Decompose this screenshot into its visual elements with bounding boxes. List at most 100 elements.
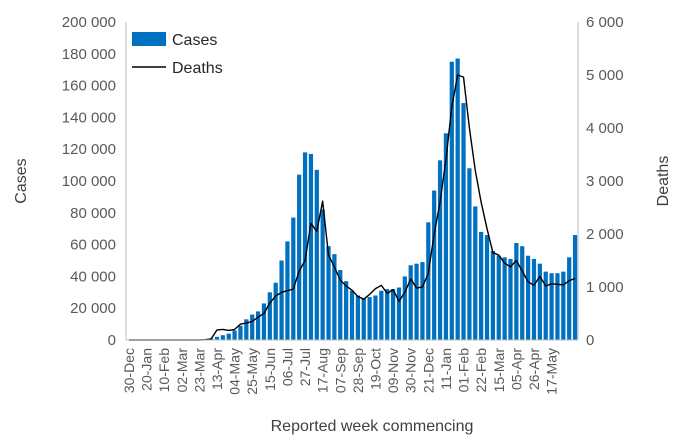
y2-tick-label: 4 000 bbox=[586, 120, 624, 137]
x-tick-label: 19-Oct bbox=[367, 348, 383, 390]
x-tick-label: 10-Feb bbox=[156, 348, 172, 393]
bar-cases bbox=[502, 257, 507, 340]
bar-cases bbox=[367, 297, 372, 340]
axes bbox=[125, 22, 579, 341]
bar-cases bbox=[520, 246, 525, 340]
x-tick-label: 20-Jan bbox=[139, 348, 155, 391]
x-tick-label: 26-Apr bbox=[526, 348, 542, 390]
bar-cases bbox=[344, 281, 349, 340]
y-tick-label: 0 bbox=[108, 332, 116, 349]
x-tick-label: 30-Nov bbox=[403, 348, 419, 393]
y2-axis-title-text: Deaths bbox=[655, 156, 672, 207]
x-tick-label: 28-Sep bbox=[350, 348, 366, 393]
bar-cases bbox=[490, 250, 495, 340]
x-tick-label: 17-May bbox=[544, 348, 560, 395]
y-tick-label: 20 000 bbox=[70, 300, 116, 317]
bar-cases bbox=[479, 231, 484, 340]
y2-tick-label: 5 000 bbox=[586, 67, 624, 84]
bar-cases bbox=[297, 174, 302, 340]
x-tick-label: 30-Dec bbox=[121, 348, 137, 393]
y2-tick-label: 2 000 bbox=[586, 226, 624, 243]
x-tick-label: 04-May bbox=[227, 348, 243, 395]
y-tick-label: 180 000 bbox=[62, 46, 116, 63]
bar-cases bbox=[232, 330, 237, 340]
x-tick-label: 07-Sep bbox=[332, 348, 348, 393]
bar-cases bbox=[437, 160, 443, 340]
bar-cases bbox=[326, 246, 331, 340]
x-tick-label: 09-Nov bbox=[385, 348, 401, 393]
x-tick-label: 15-Mar bbox=[491, 348, 507, 393]
bar-cases bbox=[455, 58, 460, 340]
x-tick-label: 25-May bbox=[244, 348, 260, 395]
bar-cases bbox=[385, 289, 390, 340]
y-axis-title-text: Cases bbox=[13, 158, 30, 203]
bar-cases bbox=[355, 295, 360, 340]
bar-cases bbox=[531, 258, 537, 340]
bar-cases bbox=[320, 209, 325, 340]
bar-cases bbox=[567, 257, 572, 340]
x-axis-title: Reported week commencing bbox=[271, 418, 474, 435]
bar-cases bbox=[279, 260, 284, 340]
bar-cases bbox=[396, 287, 402, 340]
bar-cases bbox=[349, 290, 355, 340]
bar-cases bbox=[467, 168, 472, 340]
x-tick-label: 15-Jun bbox=[262, 348, 278, 391]
y2-tick-label: 0 bbox=[586, 332, 594, 349]
y-tick-label: 200 000 bbox=[62, 14, 116, 31]
bar-cases bbox=[484, 235, 490, 340]
y-tick-label: 140 000 bbox=[62, 109, 116, 126]
bar-cases bbox=[361, 298, 366, 340]
y-tick-label: 120 000 bbox=[62, 141, 116, 158]
bar-cases bbox=[379, 290, 384, 340]
bar-cases bbox=[443, 133, 449, 340]
x-tick-label: 23-Mar bbox=[191, 348, 207, 393]
bar-cases bbox=[308, 153, 314, 340]
bar-cases bbox=[420, 262, 425, 340]
bar-cases bbox=[220, 335, 225, 340]
bar-cases bbox=[250, 314, 255, 340]
bar-cases bbox=[267, 292, 272, 340]
bar-cases bbox=[426, 222, 431, 340]
bar-cases bbox=[238, 325, 243, 340]
bar-cases bbox=[561, 271, 566, 340]
x-tick-label: 13-Apr bbox=[209, 348, 225, 390]
bar-cases bbox=[402, 276, 407, 340]
bar-cases bbox=[514, 243, 519, 340]
x-tick-label: 27-Jul bbox=[297, 348, 313, 386]
bar-series-cases bbox=[209, 58, 578, 340]
bar-cases bbox=[508, 258, 513, 340]
bar-cases bbox=[314, 169, 319, 340]
bar-cases bbox=[432, 190, 437, 340]
y-tick-label: 100 000 bbox=[62, 173, 116, 190]
bar-cases bbox=[226, 333, 231, 340]
y-tick-label: 160 000 bbox=[62, 78, 116, 95]
bar-cases bbox=[255, 311, 261, 340]
bar-cases bbox=[214, 336, 220, 340]
y2-axis-title: Deaths bbox=[655, 156, 672, 207]
y-tick-label: 40 000 bbox=[70, 268, 116, 285]
bar-cases bbox=[449, 61, 454, 340]
bar-cases bbox=[408, 265, 413, 340]
legend: Cases Deaths bbox=[132, 32, 223, 77]
y-tick-label: 60 000 bbox=[70, 237, 116, 254]
bar-cases bbox=[273, 282, 278, 340]
bar-cases bbox=[291, 217, 296, 340]
x-tick-label: 05-Apr bbox=[508, 348, 524, 390]
bar-cases bbox=[537, 263, 542, 340]
x-tick-label: 21-Dec bbox=[420, 348, 436, 393]
legend-label-deaths: Deaths bbox=[172, 60, 223, 77]
legend-label-cases: Cases bbox=[172, 32, 217, 49]
x-tick-label: 01-Feb bbox=[456, 348, 472, 393]
bar-cases bbox=[302, 152, 308, 340]
bar-cases bbox=[261, 303, 267, 340]
y-axis-title: Cases bbox=[13, 158, 30, 203]
bar-cases bbox=[549, 273, 554, 340]
bar-cases bbox=[473, 206, 478, 340]
bar-cases bbox=[525, 255, 531, 340]
y2-tick-label: 3 000 bbox=[586, 173, 624, 190]
bar-cases bbox=[461, 103, 466, 340]
bar-cases bbox=[338, 270, 343, 340]
bar-cases bbox=[496, 255, 501, 340]
x-tick-label: 02-Mar bbox=[174, 348, 190, 393]
